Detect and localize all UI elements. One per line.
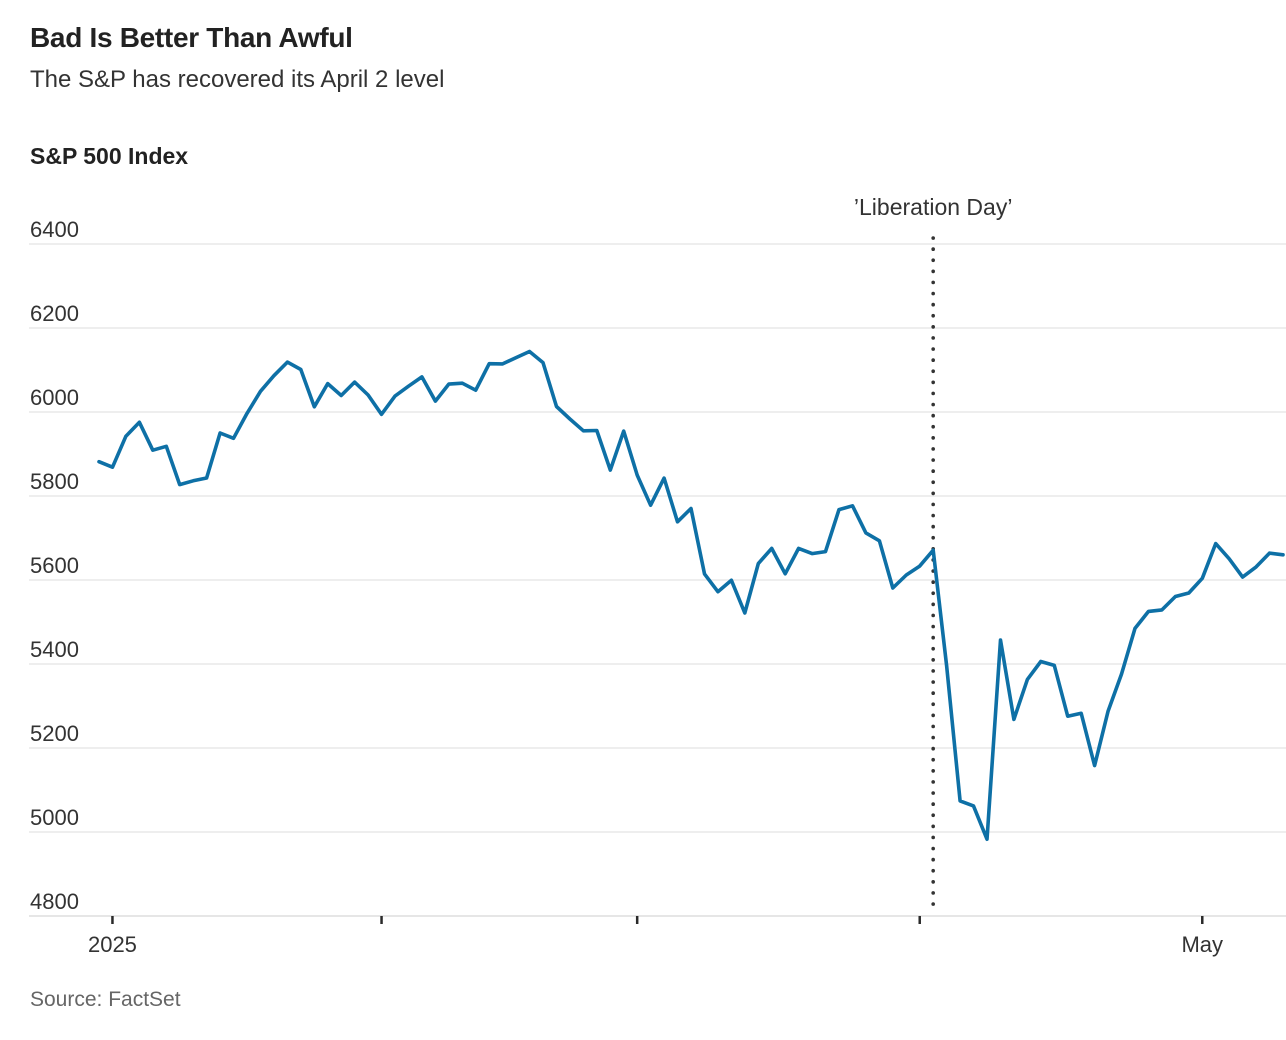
x-axis-label: May <box>1181 932 1223 957</box>
y-axis-label: 5800 <box>30 469 79 494</box>
y-axis-label: 5600 <box>30 553 79 578</box>
y-axis-label: 5400 <box>30 637 79 662</box>
y-axis-label: 6200 <box>30 301 79 326</box>
x-axis-label: 2025 <box>88 932 137 957</box>
price-line <box>97 349 1285 842</box>
y-axis-label: 5000 <box>30 805 79 830</box>
page-subtitle: The S&P has recovered its April 2 level <box>30 66 445 93</box>
page-title: Bad Is Better Than Awful <box>30 22 353 53</box>
source-note: Source: FactSet <box>30 988 181 1011</box>
chart-axis-title: S&P 500 Index <box>30 143 189 169</box>
y-axis-label: 6400 <box>30 217 79 242</box>
y-axis-label: 6000 <box>30 385 79 410</box>
liberation-day-label: ’Liberation Day’ <box>853 194 1013 220</box>
y-axis-label: 4800 <box>30 889 79 914</box>
y-axis-label: 5200 <box>30 721 79 746</box>
